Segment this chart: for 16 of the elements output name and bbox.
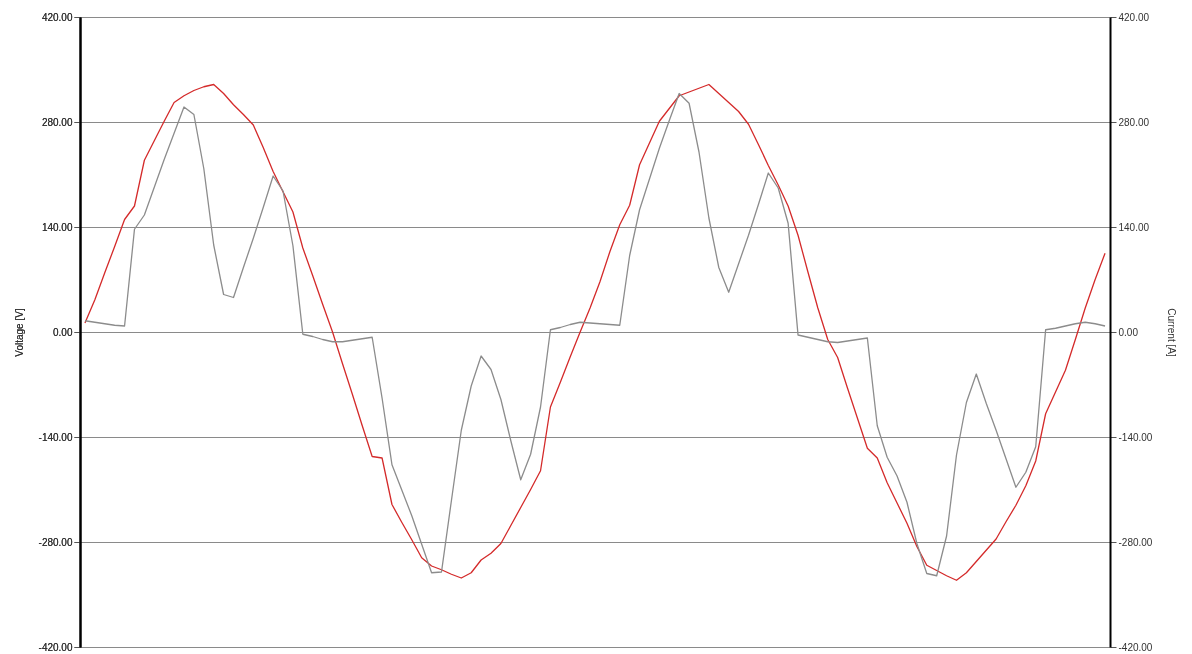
y2-tick-label: -140.00 — [1118, 431, 1153, 443]
y2-tick-label: -280.00 — [1118, 536, 1153, 548]
y2-tick-label: -420.00 — [1118, 641, 1153, 653]
y-tick-label: 420.00 — [41, 11, 73, 23]
y2-tick-label: 0.00 — [1118, 326, 1139, 338]
y2-tick-label: 420.00 — [1118, 11, 1150, 23]
y-axis-title: Voltage [V] — [13, 308, 25, 357]
y-tick-label: -420.00 — [38, 641, 73, 653]
y2-tick-label: 140.00 — [1118, 221, 1150, 233]
y2-axis-title: Current [A] — [1166, 308, 1178, 357]
y-tick-label: -280.00 — [38, 536, 73, 548]
y-tick-label: 0.00 — [53, 326, 73, 338]
y-tick-label: -140.00 — [38, 431, 73, 443]
y-tick-label: 140.00 — [41, 221, 73, 233]
y2-tick-label: 280.00 — [1118, 116, 1150, 128]
y-tick-label: 280.00 — [41, 116, 73, 128]
